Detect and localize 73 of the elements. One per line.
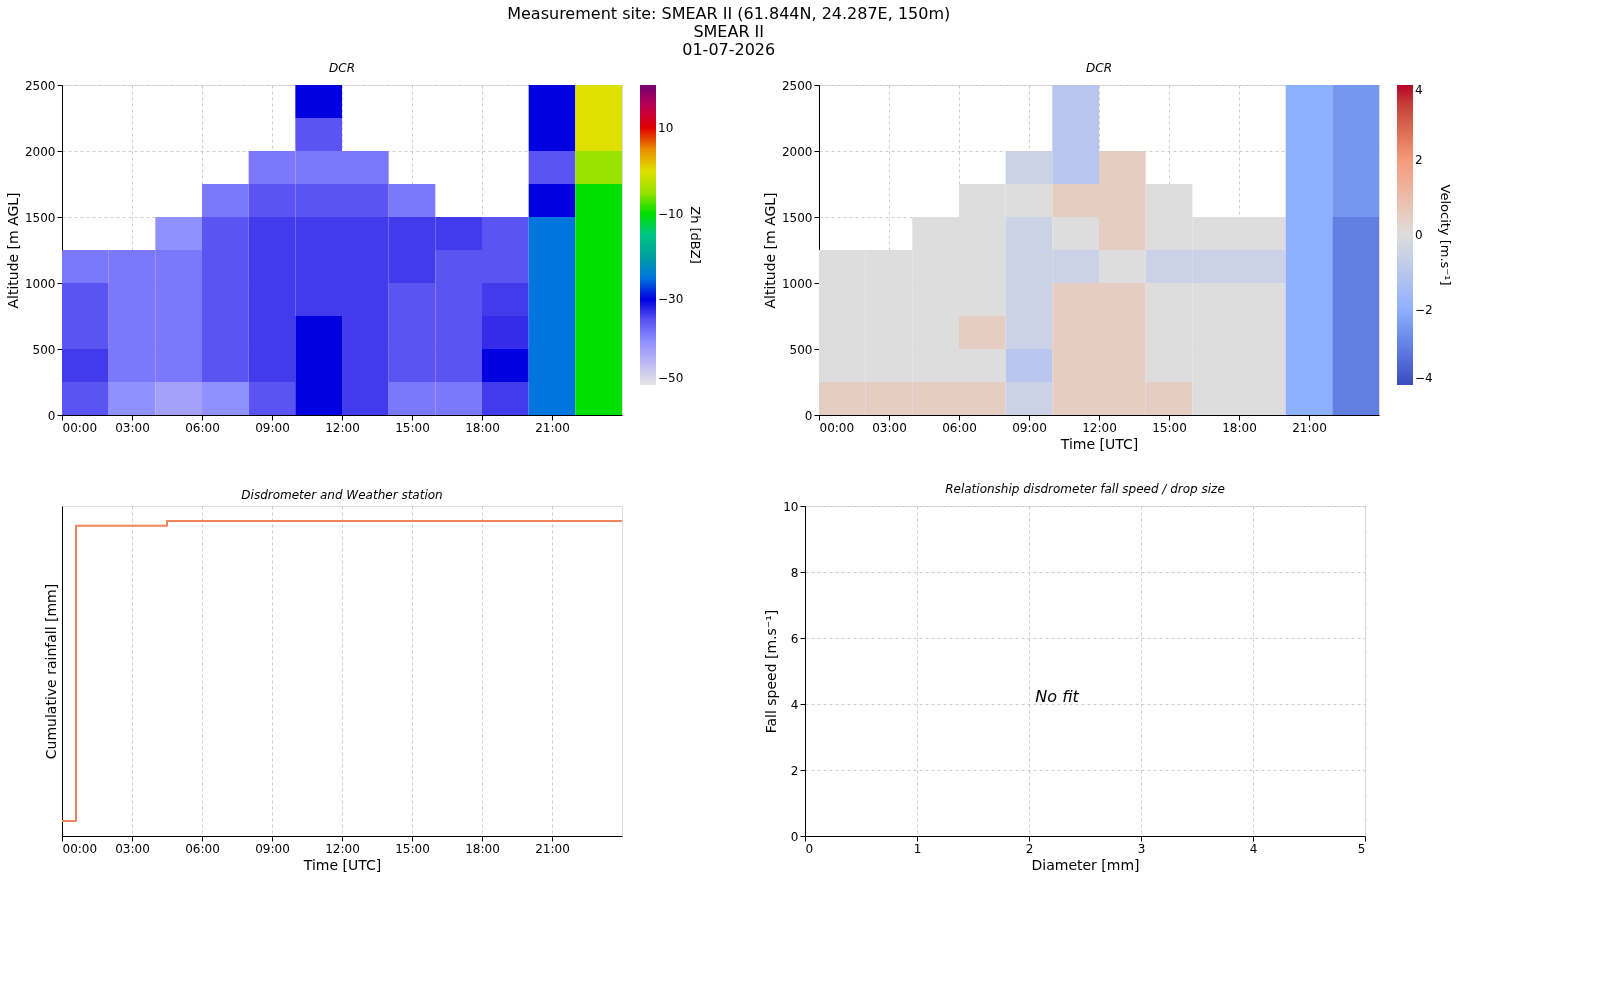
x-tick-label: 15:00	[395, 420, 430, 435]
y-tick-label: 10	[783, 499, 799, 514]
y-axis-title: Fall speed [m.s⁻¹]	[763, 609, 780, 734]
color-bar-label: 0	[1415, 228, 1423, 242]
x-tick-label: 18:00	[465, 420, 500, 435]
text: 01-07-2026	[682, 39, 776, 59]
x-tick-label: 09:00	[255, 420, 290, 435]
y-tick-label: 2000	[781, 144, 813, 159]
x-tick-label: 21:00	[535, 841, 570, 856]
y-tick-label: 2	[790, 763, 799, 778]
x-tick-label: 12:00	[325, 420, 360, 435]
y-tick-label: 2500	[24, 78, 56, 93]
y-tick-label: 6	[790, 631, 799, 646]
x-tick-label: 00:00	[819, 420, 855, 435]
annotation: No fit	[1035, 687, 1080, 707]
x-tick-label: 03:00	[115, 420, 150, 435]
x-tick-label: 00:00	[62, 420, 98, 435]
x-tick-label: 1	[913, 841, 922, 856]
color-bar-title: Zh [dBZ]	[688, 206, 703, 264]
y-axis-title: Cumulative rainfall [mm]	[42, 583, 59, 760]
y-tick-label: 2500	[781, 78, 813, 93]
y-tick-label: 1000	[24, 276, 56, 291]
y-tick-label: 1500	[781, 210, 813, 225]
color-bar-label: −2	[1415, 303, 1433, 317]
x-axis-title: Time [UTC]	[302, 856, 382, 873]
x-tick-label: 06:00	[942, 420, 977, 435]
color-bar-label: 2	[1415, 153, 1423, 167]
x-tick-label: 12:00	[1082, 420, 1117, 435]
x-tick-label: 18:00	[1222, 420, 1257, 435]
x-tick-label: 15:00	[395, 841, 430, 856]
x-tick-label: 4	[1249, 841, 1258, 856]
y-axis-title: Altitude [m AGL]	[4, 192, 21, 309]
x-tick-label: 09:00	[255, 841, 290, 856]
x-tick-label: 03:00	[872, 420, 907, 435]
text: Measurement site: SMEAR II (61.844N, 24.287E, 150m)	[507, 3, 951, 23]
y-tick-label: 0	[47, 408, 56, 423]
y-tick-label: 1000	[781, 276, 813, 291]
y-tick-label: 1500	[24, 210, 56, 225]
chart-title: DCR	[1086, 61, 1112, 75]
x-tick-label: 09:00	[1012, 420, 1047, 435]
color-bar-title: Velocity [m.s⁻¹]	[1438, 184, 1453, 286]
text: SMEAR II	[693, 21, 765, 41]
x-tick-label: 2	[1025, 841, 1034, 856]
x-axis-title: Diameter [mm]	[1031, 856, 1140, 873]
x-tick-label: 03:00	[115, 841, 150, 856]
x-tick-label: 5	[1357, 841, 1366, 856]
y-tick-label: 0	[790, 829, 799, 844]
y-axis-title: Altitude [m AGL]	[761, 192, 778, 309]
color-bar-label: −10	[658, 206, 684, 221]
color-bar-label: −4	[1415, 371, 1433, 385]
x-tick-label: 3	[1137, 841, 1146, 856]
x-axis-title: Time [UTC]	[1059, 435, 1139, 452]
x-tick-label: 00:00	[62, 841, 98, 856]
x-tick-label: 06:00	[185, 841, 220, 856]
y-tick-label: 500	[789, 342, 813, 357]
color-bar-label: −50	[658, 371, 684, 385]
y-tick-label: 500	[32, 342, 56, 357]
chart-title: Disdrometer and Weather station	[241, 488, 443, 502]
chart-title: DCR	[329, 61, 355, 75]
x-tick-label: 21:00	[1292, 420, 1327, 435]
color-bar-label: −30	[658, 292, 684, 307]
chart-title: Relationship disdrometer fall speed / drop size	[945, 482, 1225, 496]
color-bar-label: 4	[1415, 83, 1423, 97]
y-tick-label: 0	[804, 408, 813, 423]
y-tick-label: 2000	[24, 144, 56, 159]
x-tick-label: 12:00	[325, 841, 360, 856]
color-bar-label: 10	[658, 120, 674, 135]
y-tick-label: 4	[790, 697, 799, 712]
x-tick-label: 18:00	[465, 841, 500, 856]
x-tick-label: 15:00	[1152, 420, 1187, 435]
y-tick-label: 8	[790, 565, 799, 580]
x-tick-label: 06:00	[185, 420, 220, 435]
x-tick-label: 21:00	[535, 420, 570, 435]
